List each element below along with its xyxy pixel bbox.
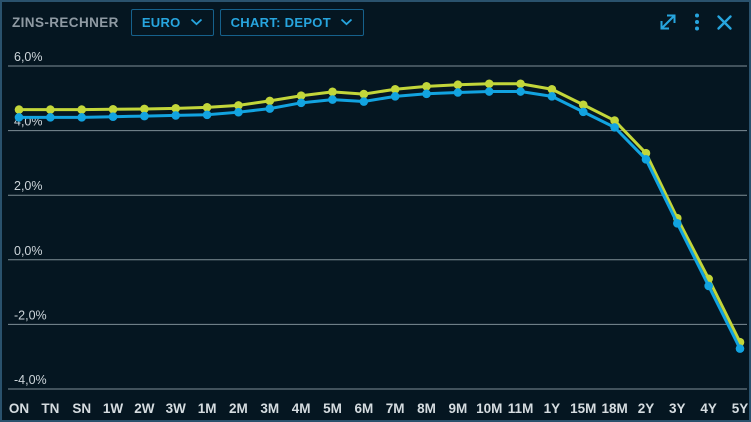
interest-rate-line-chart: 6,0%4,0%2,0%0,0%-2,0%-4,0%ON TN SN 1W 2W 3W 1M… [8,50,749,416]
x-axis-tick-label: 7M [386,401,405,416]
data-point-blue[interactable] [422,89,431,99]
y-axis-tick-label: -4,0% [14,373,47,387]
close-icon[interactable] [716,14,733,31]
data-point-yellow[interactable] [171,104,181,113]
data-point-yellow[interactable] [265,96,275,106]
x-axis-tick-label: SN [72,401,91,416]
data-point-blue[interactable] [108,112,118,122]
x-axis-tick-label: 5M [323,401,342,416]
data-point-yellow[interactable] [578,100,588,110]
x-axis-tick-label: 3W [166,401,187,416]
data-point-blue[interactable] [77,113,86,122]
x-axis-tick-label: 5Y [732,401,749,416]
data-point-blue[interactable] [578,107,588,117]
data-point-blue[interactable] [296,98,306,108]
x-axis-tick-label: 1Y [544,401,561,416]
data-point-yellow[interactable] [140,104,149,114]
data-point-blue[interactable] [46,113,55,122]
y-axis-tick-label: 0,0% [14,244,43,258]
chart-type-dropdown-label: CHART: DEPOT [230,14,331,30]
data-point-yellow[interactable] [202,103,212,112]
data-point-yellow[interactable] [422,82,431,91]
data-point-yellow[interactable] [516,79,525,89]
x-axis-tick-label: 18M [601,401,627,416]
data-point-blue[interactable] [328,95,337,104]
data-point-blue[interactable] [516,87,525,96]
data-point-yellow[interactable] [296,91,306,101]
data-point-blue[interactable] [265,104,275,113]
data-point-blue[interactable] [390,92,400,101]
data-point-blue[interactable] [453,88,463,97]
y-axis-tick-label: -2,0% [14,308,47,322]
series-line-yellow [17,82,742,344]
data-point-blue[interactable] [704,281,713,291]
series-line-blue [17,90,742,351]
data-point-blue[interactable] [547,92,557,101]
x-axis-tick-label: 2W [134,401,155,416]
window-controls [658,12,733,32]
x-axis-tick-label: 11M [508,401,534,416]
kebab-menu-icon[interactable] [694,12,700,32]
chevron-down-icon [190,18,202,26]
currency-dropdown-label: EURO [141,14,181,30]
x-axis-tick-label: 4Y [700,401,717,416]
chevron-down-icon [340,18,353,26]
data-point-blue[interactable] [359,97,369,106]
data-point-yellow[interactable] [453,80,463,90]
x-axis-tick-label: 4M [292,401,311,416]
data-point-yellow[interactable] [46,105,55,114]
x-axis-tick-label: 3M [260,401,279,416]
expand-icon[interactable] [658,12,678,32]
widget-header: ZINS-RECHNER EURO CHART: DEPOT [2,2,749,42]
chart-type-dropdown[interactable]: CHART: DEPOT [219,8,364,36]
x-axis-tick-label: 1W [103,401,124,416]
data-point-yellow[interactable] [484,79,494,89]
data-point-blue[interactable] [14,113,24,122]
x-axis-tick-label: 10M [476,401,502,416]
data-point-yellow[interactable] [359,89,369,99]
data-point-yellow[interactable] [108,104,118,114]
data-point-blue[interactable] [735,344,745,353]
currency-dropdown[interactable]: EURO [130,8,214,36]
data-point-yellow[interactable] [390,84,400,94]
x-axis-tick-label: 2Y [638,401,655,416]
data-point-blue[interactable] [610,123,619,132]
y-axis-tick-label: 6,0% [14,50,43,64]
data-point-yellow[interactable] [77,105,86,114]
data-point-blue[interactable] [202,110,212,120]
data-point-blue[interactable] [673,219,682,228]
data-point-blue[interactable] [171,111,181,120]
x-axis-tick-label: TN [41,401,59,416]
data-point-yellow[interactable] [547,84,557,94]
y-axis-tick-label: 2,0% [14,179,43,193]
x-axis-tick-label: 6M [354,401,373,416]
data-point-yellow[interactable] [234,101,243,110]
data-point-blue[interactable] [484,87,494,96]
x-axis-tick-label: 2M [229,401,248,416]
x-axis-tick-label: 8M [417,401,436,416]
widget-title: ZINS-RECHNER [12,14,119,30]
data-point-blue[interactable] [641,155,651,164]
data-point-yellow[interactable] [610,116,619,125]
x-axis-tick-label: 9M [448,401,467,416]
x-axis-tick-label: 3Y [669,401,686,416]
data-point-blue[interactable] [140,111,149,121]
x-axis-tick-label: 15M [570,401,596,416]
x-axis-tick-label: ON [9,401,29,416]
x-axis-tick-label: 1M [198,401,217,416]
data-point-yellow[interactable] [14,105,24,114]
data-point-blue[interactable] [234,107,243,117]
data-point-yellow[interactable] [328,87,337,97]
